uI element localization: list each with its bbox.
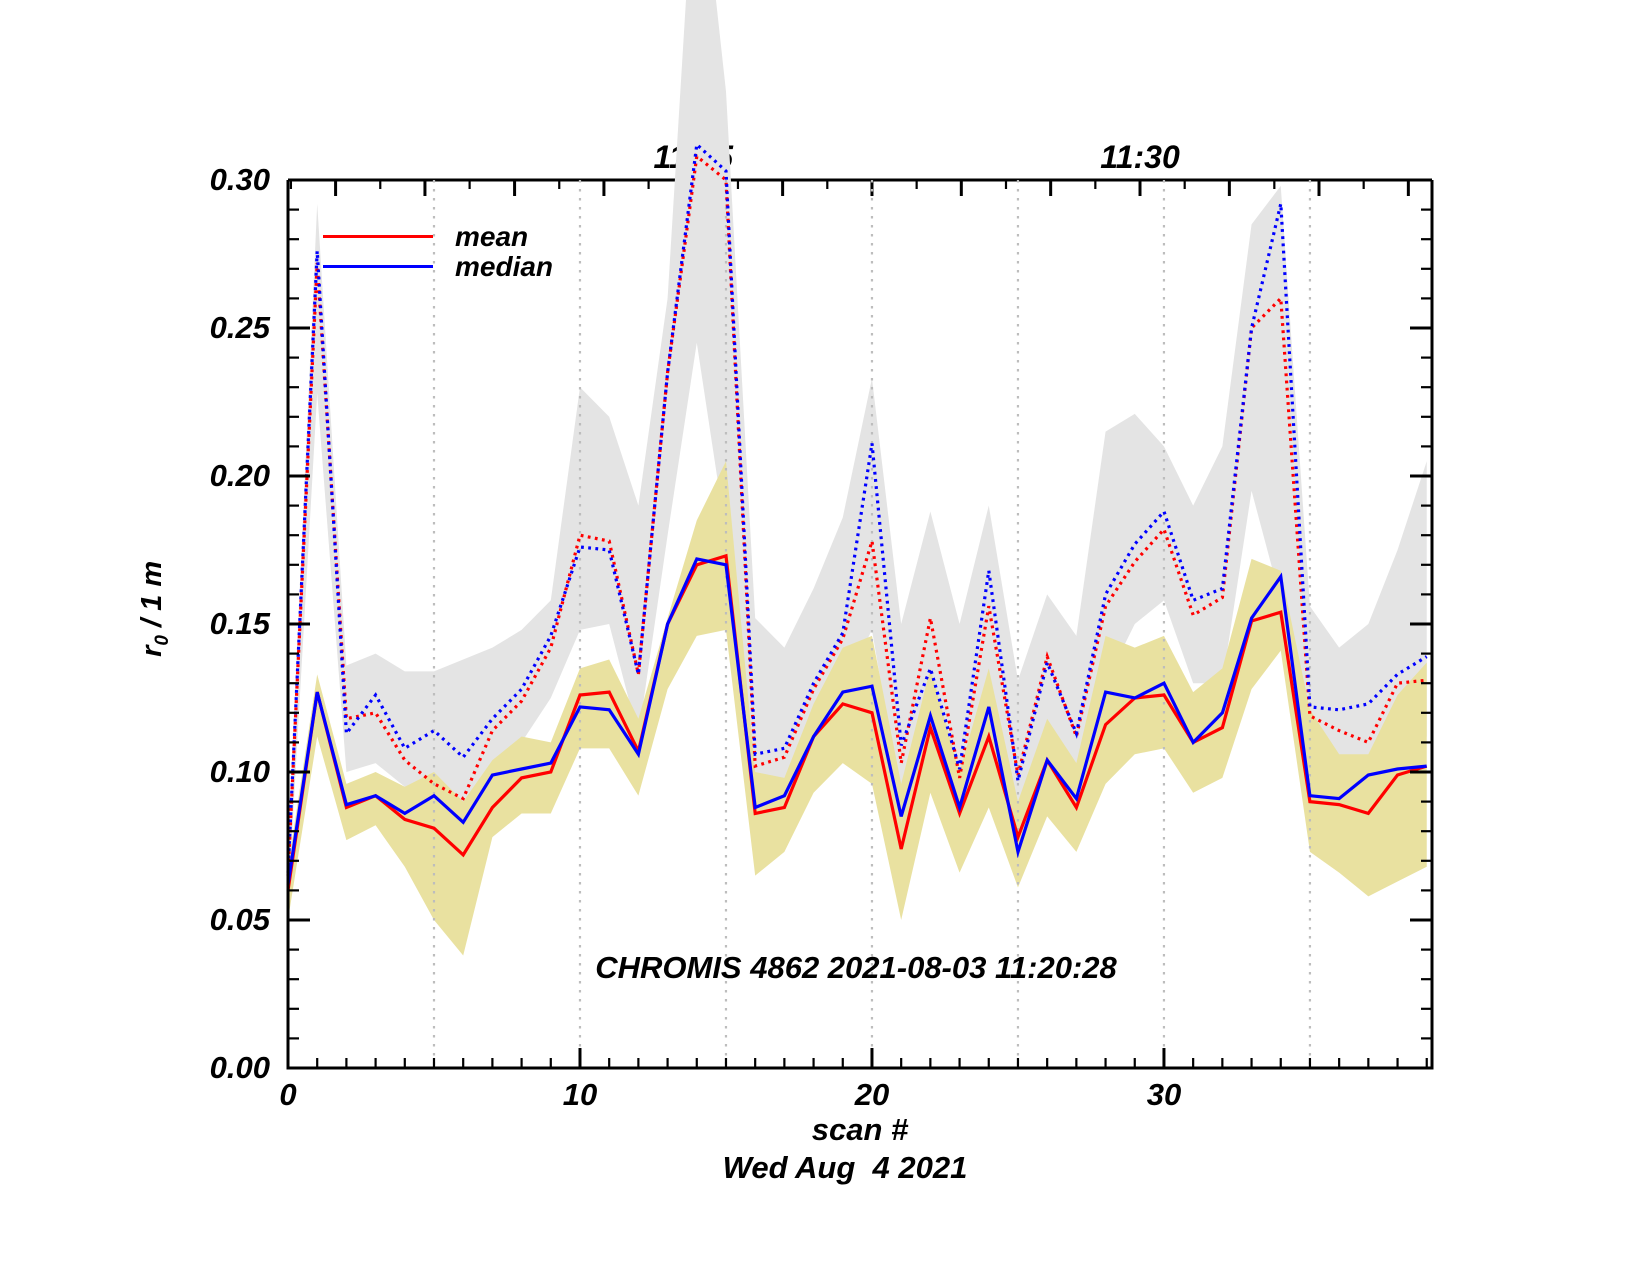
y-tick-label: 0.15 xyxy=(209,606,270,641)
y-axis-title-base: r xyxy=(136,645,169,657)
grey-minmax-band xyxy=(288,0,1427,906)
y-tick-label: 0.25 xyxy=(209,310,270,345)
date-label: Wed Aug 4 2021 xyxy=(722,1150,968,1185)
legend-median-line-swatch xyxy=(323,265,433,268)
x-tick-label: 30 xyxy=(1146,1077,1182,1112)
series-median-dotted xyxy=(286,141,1428,873)
x-tick-label: 20 xyxy=(854,1077,890,1112)
top-axis-time-label: 11:30 xyxy=(1100,139,1180,175)
plot-inner-title: CHROMIS 4862 2021-08-03 11:20:28 xyxy=(595,950,1117,985)
x-axis-title: scan # xyxy=(811,1112,909,1147)
legend-mean-line-swatch xyxy=(323,235,433,238)
y-tick-label: 0.30 xyxy=(209,162,270,197)
series-median xyxy=(286,557,1427,885)
x-tick-label: 0 xyxy=(279,1077,297,1112)
y-tick-label: 0.00 xyxy=(209,1050,270,1085)
x-tick-label: 10 xyxy=(562,1077,598,1112)
y-tick-label: 0.10 xyxy=(209,754,270,789)
top-axis: 11:2511:30 xyxy=(288,139,1432,196)
y-tick-label: 0.20 xyxy=(209,458,270,493)
legend-median-label: median xyxy=(455,251,554,282)
axes xyxy=(286,178,1434,1070)
series-mean xyxy=(286,553,1428,891)
y-tick-label: 0.05 xyxy=(209,902,270,937)
gridlines xyxy=(432,180,1312,1068)
legend-mean-label: mean xyxy=(455,221,529,252)
